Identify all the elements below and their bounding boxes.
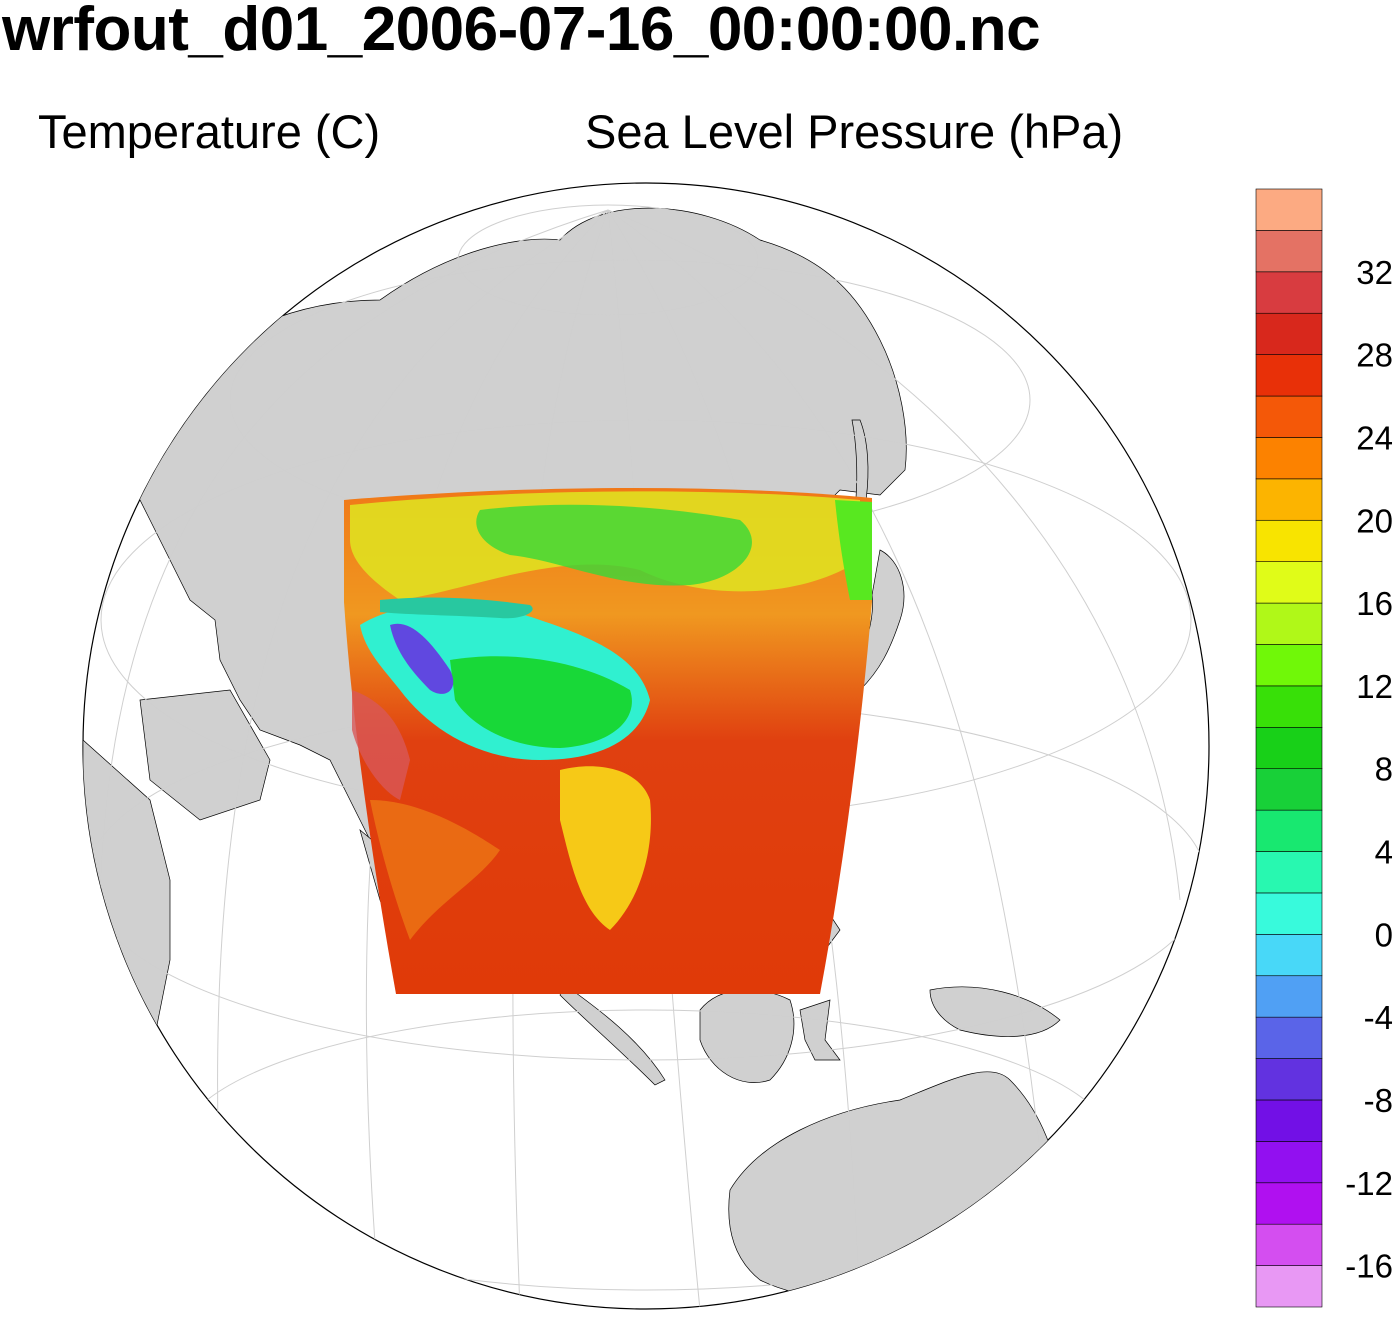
- colorbar-box: [1255, 1182, 1323, 1225]
- colorbar-box: [1255, 1265, 1323, 1308]
- colorbar-tick-label: -4: [1364, 999, 1393, 1036]
- colorbar-box: [1255, 1099, 1323, 1142]
- plot-title: wrfout_d01_2006-07-16_00:00:00.nc: [2, 0, 1041, 64]
- colorbar-boxes: [1255, 188, 1323, 1308]
- colorbar-box: [1255, 354, 1323, 397]
- colorbar-box: [1255, 809, 1323, 852]
- colorbar-box: [1255, 892, 1323, 935]
- colorbar-box: [1255, 1223, 1323, 1266]
- temp-tarim-green: [380, 597, 533, 619]
- colorbar-box: [1255, 437, 1323, 480]
- globe-map: [82, 182, 1210, 1310]
- temp-mongolia-green: [476, 504, 752, 586]
- colorbar-tick-label: -8: [1364, 1082, 1393, 1119]
- colorbar-box: [1255, 975, 1323, 1018]
- temp-tibet-cold: [390, 623, 454, 694]
- colorbar-box: [1255, 230, 1323, 273]
- contour-subtitle: Sea Level Pressure (hPa): [585, 105, 1124, 158]
- colorbar-box: [1255, 726, 1323, 770]
- colorbar-box: [1255, 561, 1323, 604]
- colorbar-box: [1255, 519, 1323, 562]
- colorbar-tick-label: 20: [1356, 502, 1393, 539]
- temp-yunnan-yellow: [560, 766, 651, 930]
- colorbar-box: [1255, 644, 1323, 687]
- colorbar-labels: -16 -12 -8 -4 0 4 8 12 16 20 24 28 32: [1345, 254, 1393, 1285]
- temp-india-orange: [370, 800, 500, 940]
- colorbar-box: [1255, 1016, 1323, 1059]
- land-new-guinea: [929, 986, 1061, 1037]
- colorbar-tick-label: 16: [1356, 585, 1393, 622]
- colorbar-box: [1255, 851, 1323, 894]
- temp-tibet-green: [450, 656, 632, 748]
- temp-india-warm: [352, 690, 410, 800]
- colorbar-tick-label: 24: [1356, 419, 1393, 456]
- colorbar-box: [1255, 188, 1323, 231]
- colorbar-box: [1255, 271, 1323, 314]
- colorbar-tick-label: 0: [1375, 916, 1393, 953]
- colorbar-box: [1255, 934, 1323, 977]
- colorbar-tick-label: 4: [1375, 834, 1393, 871]
- variable-subtitle: Temperature (C): [38, 105, 381, 158]
- colorbar-tick-label: 12: [1356, 668, 1393, 705]
- colorbar-tick-label: -12: [1345, 1165, 1393, 1202]
- colorbar-tick-label: 28: [1356, 337, 1393, 374]
- colorbar-box: [1255, 1058, 1323, 1101]
- colorbar-tick-label: 8: [1375, 751, 1393, 788]
- land-sulawesi: [799, 999, 841, 1061]
- colorbar-tick-label: 32: [1356, 254, 1393, 291]
- colorbar-box: [1255, 1141, 1323, 1184]
- colorbar-box: [1255, 685, 1323, 728]
- colorbar-tick-label: -16: [1345, 1248, 1393, 1285]
- colorbar-box: [1255, 312, 1323, 355]
- colorbar-box: [1255, 478, 1323, 521]
- land-arabia: [139, 689, 271, 821]
- colorbar-box: [1255, 395, 1323, 438]
- temp-ne-green: [835, 500, 872, 600]
- temperature-field: [344, 487, 872, 994]
- colorbar-box: [1255, 768, 1323, 811]
- colorbar-box: [1255, 602, 1323, 645]
